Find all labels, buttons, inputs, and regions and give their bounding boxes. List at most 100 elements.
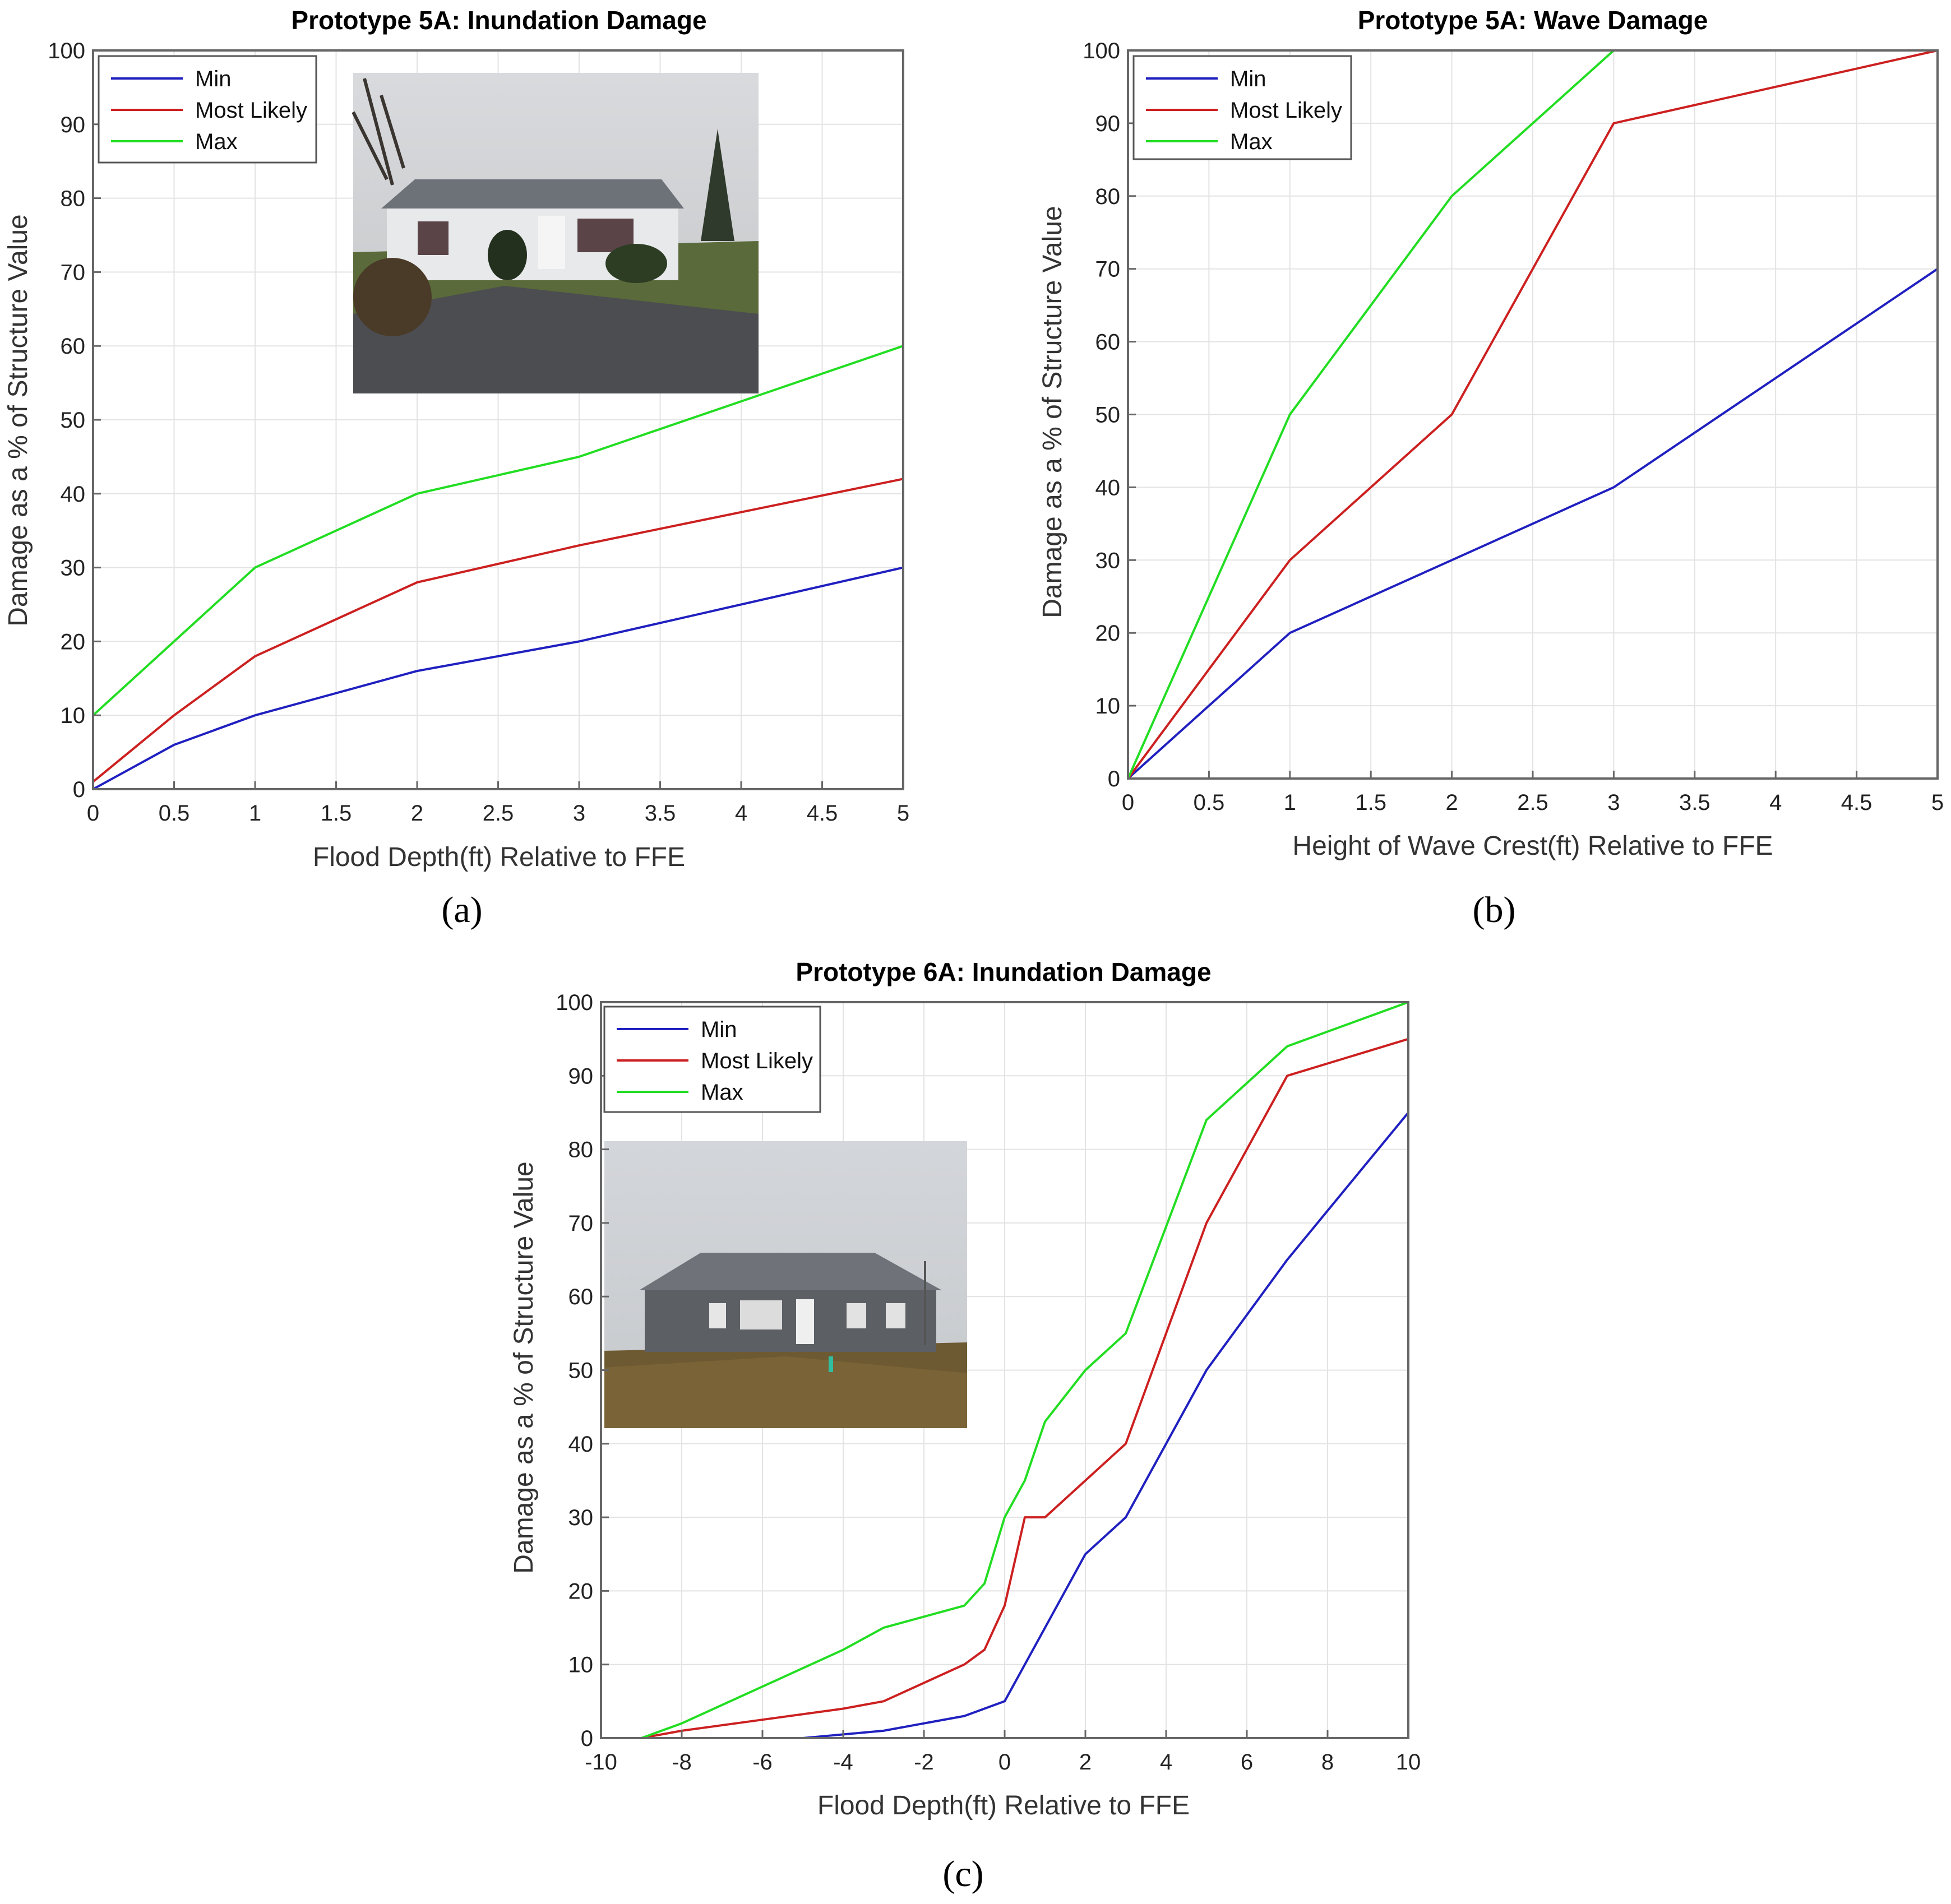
series-line-min [641,1111,1409,1739]
y-tick-label: 0 [73,777,85,802]
y-tick-label: 80 [568,1138,594,1162]
y-tick-label: 0 [1108,767,1120,791]
y-tick-label: 0 [581,1726,593,1751]
x-tick-label: 0 [1122,790,1134,815]
y-tick-label: 70 [568,1211,594,1236]
x-tick-label: -4 [833,1750,853,1775]
x-tick-label: -2 [914,1750,934,1775]
x-tick-label: 5 [1931,790,1944,815]
chart-panel-c: Prototype 6A: Inundation Damage Flood De… [509,957,1421,1894]
x-tick-label: 4.5 [1841,790,1873,815]
x-tick-label: 2 [1079,1750,1092,1775]
legend-label: Max [701,1080,743,1105]
x-tick-label: 1.5 [321,801,352,826]
chart-title: Prototype 6A: Inundation Damage [796,957,1211,986]
panel-caption: (a) [441,890,482,930]
legend: Min Most Likely Max [1132,55,1352,160]
y-tick-label: 90 [1095,112,1121,136]
x-tick-label: 2 [411,801,423,826]
chart-panel-a: Prototype 5A: Inundation Damage Flood De… [3,6,909,930]
x-tick-label: 8 [1321,1750,1334,1775]
y-tick-label: 20 [568,1579,594,1604]
series-line-min [1127,268,1939,780]
chart-title: Prototype 5A: Inundation Damage [291,6,706,35]
series-lines [92,345,904,790]
x-tick-label: 5 [897,801,909,826]
y-tick-label: 30 [1095,548,1121,573]
x-tick-label: 0 [998,1750,1011,1775]
x-axis-label: Flood Depth(ft) Relative to FFE [313,842,685,872]
series-line-most-likely [92,478,904,783]
y-tick-label: 40 [1095,475,1121,500]
series-line-max [92,345,904,716]
legend-label: Most Likely [195,98,307,123]
x-tick-label: 3.5 [645,801,676,826]
legend-label: Most Likely [1230,98,1342,123]
y-tick-label: 40 [61,482,86,507]
y-tick-label: 50 [1095,403,1121,428]
series-line-most-likely [641,1037,1409,1739]
photo-inset [352,73,759,393]
x-tick-label: 2 [1445,790,1458,815]
x-tick-label: 4 [1160,1750,1172,1775]
y-tick-label: 60 [61,334,86,359]
x-tick-label: 2.5 [1517,790,1548,815]
x-tick-label: 3.5 [1679,790,1710,815]
chart-title: Prototype 5A: Wave Damage [1358,6,1708,35]
x-tick-label: 2.5 [483,801,514,826]
panel-caption: (c) [942,1854,983,1894]
y-tick-label: 80 [61,187,86,211]
y-tick-label: 100 [48,39,85,63]
legend: Min Most Likely Max [98,55,317,164]
y-tick-label: 70 [61,260,86,285]
series-line-min [93,566,904,790]
y-tick-label: 60 [568,1285,594,1309]
photo-inset [604,1141,967,1428]
legend-label: Max [195,129,238,154]
tick-labels: 0 0.5 1 1.5 2 2.5 3 3.5 4 4.5 50102030405060708090… [1083,39,1944,815]
x-tick-label: 4.5 [807,801,838,826]
y-tick-label: 20 [61,629,86,654]
x-axis-label: Flood Depth(ft) Relative to FFE [817,1791,1190,1820]
x-tick-label: 3 [573,801,585,826]
x-tick-label: -10 [585,1750,617,1775]
y-tick-label: 30 [61,556,86,581]
y-tick-label: 10 [1095,694,1121,719]
y-tick-label: 60 [1095,330,1121,355]
legend-label: Min [195,67,231,91]
y-axis-label: Damage as a % of Structure Value [509,1161,539,1574]
x-tick-label: 1 [1284,790,1296,815]
x-tick-label: 0.5 [1194,790,1225,815]
y-tick-label: 20 [1095,621,1121,646]
y-tick-label: 70 [1095,257,1121,282]
y-tick-label: 40 [568,1432,594,1457]
y-axis-label: Damage as a % of Structure Value [3,214,33,627]
legend-label: Max [1230,129,1273,154]
series-lines [641,1001,1409,1739]
x-tick-label: 4 [1769,790,1782,815]
y-axis-label: Damage as a % of Structure Value [1038,206,1067,618]
y-tick-label: 90 [568,1064,594,1088]
x-tick-label: 6 [1241,1750,1253,1775]
x-tick-label: 1 [249,801,261,826]
legend-label: Most Likely [701,1049,813,1073]
y-tick-label: 100 [1083,39,1120,63]
y-tick-label: 100 [556,990,593,1015]
y-tick-label: 90 [61,113,86,137]
x-tick-label: 3 [1607,790,1620,815]
x-tick-label: 4 [735,801,747,826]
y-tick-label: 30 [568,1505,594,1530]
y-tick-label: 10 [61,703,86,728]
tick-labels: 0 0.5 1 1.5 2 2.5 3 3.5 4 4.5 50102030405060708090… [48,39,909,826]
panel-caption: (b) [1473,890,1516,930]
series-line-most-likely [1127,49,1938,780]
series-line-max [641,1001,1409,1739]
y-tick-label: 50 [568,1359,594,1383]
x-tick-label: 0 [87,801,99,826]
y-tick-label: 10 [568,1653,594,1678]
y-tick-label: 80 [1095,184,1121,209]
legend: Min Most Likely Max [603,1006,821,1113]
x-tick-label: 10 [1396,1750,1421,1775]
